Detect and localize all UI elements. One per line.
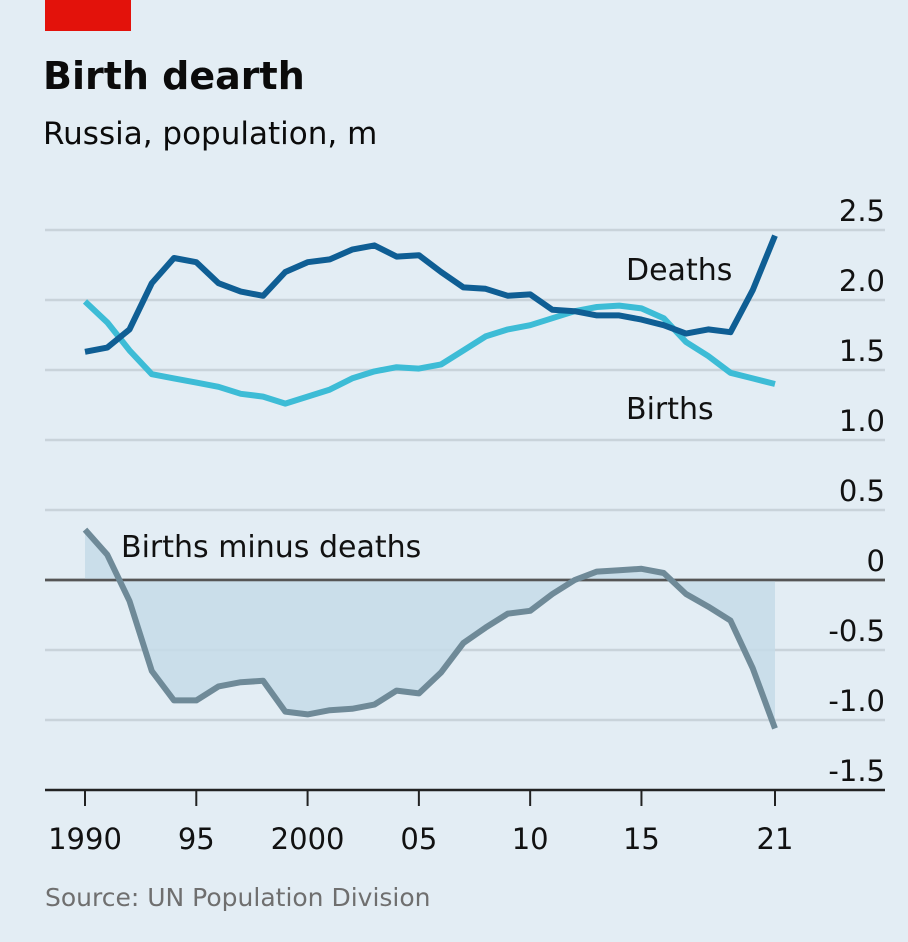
y-tick-label: 0 xyxy=(867,544,885,578)
y-tick-label: 2.0 xyxy=(839,264,885,298)
deaths-line xyxy=(84,234,778,355)
x-axis: 1990 95 2000 05 10 15 21 xyxy=(48,790,793,856)
y-axis: 2.5 2.0 1.5 1.0 0.5 0 -0.5 -1.0 -1.5 xyxy=(828,194,885,788)
x-tick-label: 95 xyxy=(178,822,215,856)
label-births-minus-deaths: Births minus deaths xyxy=(121,530,421,565)
x-tick-label: 1990 xyxy=(48,822,122,856)
x-tick-label: 15 xyxy=(623,822,660,856)
x-tick-label: 10 xyxy=(512,822,549,856)
y-tick-label: -1.5 xyxy=(828,754,885,788)
source-note: Source: UN Population Division xyxy=(45,883,431,912)
chart-subtitle: Russia, population, m xyxy=(43,116,377,152)
label-births: Births xyxy=(626,392,714,427)
x-tick-label: 2000 xyxy=(271,822,345,856)
x-tick-label: 21 xyxy=(757,822,794,856)
brand-bar xyxy=(45,0,131,31)
label-deaths: Deaths xyxy=(626,253,732,288)
x-tick-label: 05 xyxy=(400,822,437,856)
births-minus-deaths-line xyxy=(82,527,778,730)
births-line xyxy=(82,299,776,407)
y-tick-label: 1.5 xyxy=(839,334,885,368)
gridlines xyxy=(45,228,885,792)
y-tick-label: -1.0 xyxy=(828,684,885,718)
y-tick-label: 2.5 xyxy=(839,194,885,228)
y-tick-label: -0.5 xyxy=(828,614,885,648)
y-tick-label: 0.5 xyxy=(839,474,885,508)
series-lines xyxy=(82,234,778,730)
chart-title: Birth dearth xyxy=(43,54,305,98)
y-tick-label: 1.0 xyxy=(839,404,885,438)
